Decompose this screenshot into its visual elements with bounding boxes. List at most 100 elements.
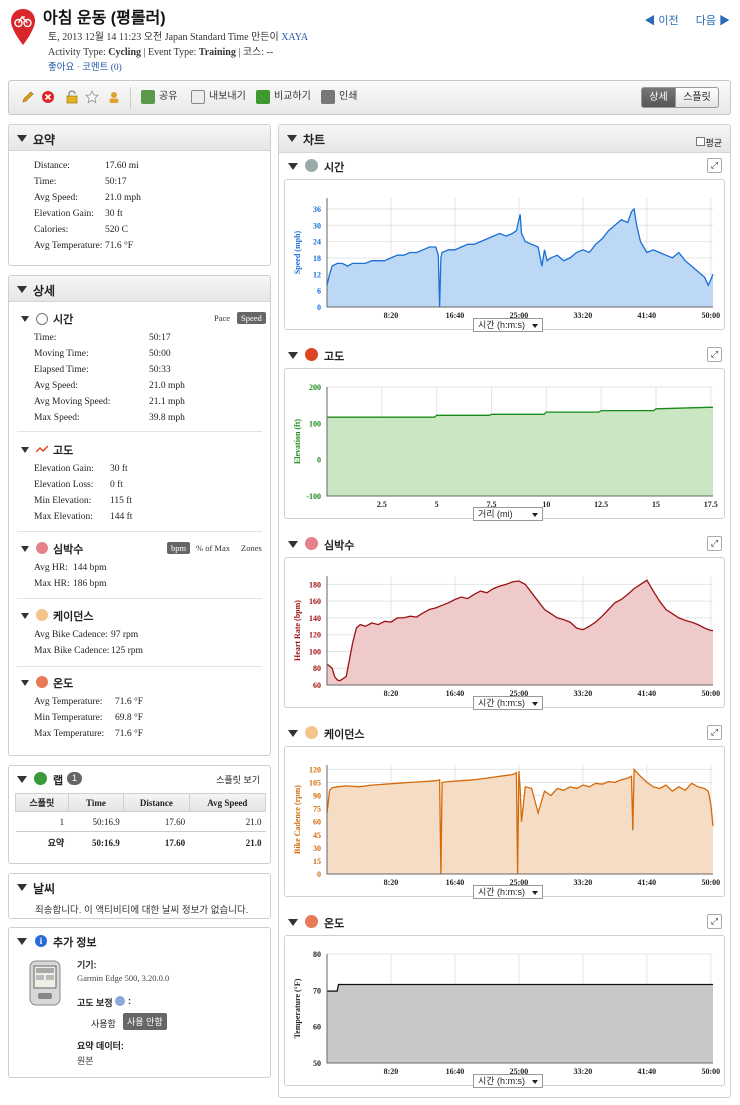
temp-section-title: 온도	[53, 678, 74, 690]
series-area	[327, 580, 713, 685]
y-tick-label: -100	[306, 492, 321, 501]
print-button[interactable]: 인쇄	[321, 90, 357, 106]
stat-label: Distance:	[34, 161, 70, 171]
x-tick-label: 2.5	[377, 500, 387, 509]
laps-summary-cell: 50:16.9	[92, 837, 120, 848]
chart-header: 고도 ⤢	[279, 344, 729, 368]
laps-cell: 1	[15, 811, 69, 832]
activity-pin-icon	[11, 9, 35, 45]
x-axis-select[interactable]: 시간 (h:m:s)	[473, 885, 543, 899]
average-checkbox[interactable]	[696, 137, 705, 146]
x-tick-label: 25:00	[510, 311, 529, 320]
x-axis-select[interactable]: 거리 (mi)	[473, 507, 543, 521]
collapse-triangle-icon[interactable]	[17, 776, 27, 783]
x-axis-select[interactable]: 시간 (h:m:s)	[473, 1074, 543, 1088]
x-tick-label: 33:20	[574, 689, 593, 698]
series-area	[327, 208, 713, 307]
x-tick-label: 16:40	[446, 311, 465, 320]
delete-icon[interactable]	[41, 90, 55, 104]
collapse-triangle-icon[interactable]	[17, 286, 27, 293]
chart-header: 케이던스 ⤢	[279, 722, 729, 746]
stat-label: Elevation Gain:	[34, 464, 94, 474]
laps-col-header[interactable]: Distance	[123, 793, 190, 812]
favorite-star-icon[interactable]	[84, 89, 100, 104]
table-row[interactable]: 1 50:16.9 17.60 21.0	[15, 811, 266, 832]
detail-header[interactable]: 상세	[9, 276, 270, 302]
y-axis-label: Temperature (°F)	[293, 978, 302, 1038]
profile-icon[interactable]	[107, 90, 121, 104]
summary-header[interactable]: 요약	[9, 125, 270, 151]
chart-svg: 0 6 12 18 24 30 36 8:20 16:40 25:00 33:20 41:40 50:0…	[293, 198, 720, 320]
collapse-triangle-icon[interactable]	[288, 163, 298, 170]
split-view-link[interactable]: 스플릿 보기	[216, 775, 260, 785]
pace-toggle[interactable]: Pace	[214, 313, 231, 323]
collapse-triangle-icon[interactable]	[21, 316, 29, 322]
owner-link[interactable]: XAYA	[281, 32, 309, 43]
x-tick-label: 25:00	[510, 1067, 529, 1076]
collapse-triangle-icon[interactable]	[288, 919, 298, 926]
help-icon[interactable]	[115, 996, 125, 1006]
laps-col-header[interactable]: 스플릿	[15, 793, 69, 812]
laps-col-header[interactable]: Avg Speed	[188, 793, 267, 812]
view-split-button[interactable]: 스플릿	[676, 87, 719, 108]
series-line	[327, 406, 713, 418]
chart-block-heart_rate: 심박수 ⤢ 60 80 100 120 140 160 180 8:20 16:40 25:00 33:…	[279, 533, 730, 716]
collapse-triangle-icon[interactable]	[21, 447, 29, 453]
chart-block-temperature: 온도 ⤢ 50 60 70 80 8:20 16:40 25:00 33:20 41:40 50:00…	[279, 911, 730, 1094]
next-activity-link[interactable]: 다음 ▶	[695, 15, 730, 27]
zones-toggle[interactable]: Zones	[241, 543, 262, 553]
collapse-triangle-icon[interactable]	[21, 680, 29, 686]
stat-value: 144 bpm	[73, 563, 107, 573]
collapse-triangle-icon[interactable]	[288, 352, 298, 359]
expand-chart-icon[interactable]: ⤢	[707, 725, 722, 740]
expand-chart-icon[interactable]: ⤢	[707, 158, 722, 173]
series-area	[327, 769, 713, 874]
collapse-triangle-icon[interactable]	[17, 938, 27, 945]
axis	[326, 954, 713, 1064]
prev-activity-link[interactable]: ◀ 이전	[644, 15, 679, 27]
expand-chart-icon[interactable]: ⤢	[707, 536, 722, 551]
y-tick-label: 80	[313, 664, 321, 673]
collapse-triangle-icon[interactable]	[17, 884, 27, 891]
privacy-lock-icon[interactable]	[65, 90, 79, 104]
series-area	[327, 407, 713, 496]
compare-button[interactable]: 비교하기	[256, 90, 311, 106]
weather-message: 죄송합니다. 이 액티비티에 대한 날씨 정보가 없습니다.	[35, 905, 249, 916]
elev-correction-off[interactable]: 사용 안함	[123, 1013, 167, 1030]
laps-summary-cell: 21.0	[245, 837, 262, 848]
y-tick-label: 200	[309, 383, 321, 392]
bpm-toggle[interactable]: bpm	[167, 542, 191, 554]
collapse-triangle-icon[interactable]	[21, 613, 29, 619]
percent-max-toggle[interactable]: % of Max	[196, 543, 230, 553]
y-tick-label: 24	[313, 238, 321, 247]
x-axis-select[interactable]: 시간 (h:m:s)	[473, 696, 543, 710]
activity-type[interactable]: Cycling	[108, 47, 142, 58]
collapse-triangle-icon[interactable]	[21, 546, 29, 552]
y-tick-label: 100	[309, 419, 321, 428]
comment-link[interactable]: 코멘트 (0)	[82, 63, 122, 73]
share-button[interactable]: 공유	[141, 90, 177, 106]
laps-col-header[interactable]: Time	[67, 793, 125, 812]
collapse-triangle-icon[interactable]	[288, 730, 298, 737]
expand-chart-icon[interactable]: ⤢	[707, 347, 722, 362]
view-detail-button[interactable]: 상세	[641, 87, 676, 108]
y-tick-label: 60	[313, 681, 321, 690]
edit-icon[interactable]	[21, 90, 35, 104]
x-tick-label: 16:40	[446, 689, 465, 698]
print-label: 인쇄	[339, 91, 358, 102]
expand-chart-icon[interactable]: ⤢	[707, 914, 722, 929]
export-button[interactable]: 내보내기	[191, 90, 246, 106]
speed-toggle[interactable]: Speed	[237, 312, 266, 324]
device-label: 기기:	[77, 960, 97, 970]
collapse-triangle-icon[interactable]	[17, 135, 27, 142]
x-tick-label: 17.5	[704, 500, 718, 509]
event-type[interactable]: Training	[198, 47, 236, 58]
activity-title[interactable]: 아침 운동 (평롤러)	[43, 10, 166, 27]
collapse-triangle-icon[interactable]	[287, 135, 297, 142]
stat-value: 125 rpm	[111, 646, 143, 656]
x-axis-select[interactable]: 시간 (h:m:s)	[473, 318, 543, 332]
collapse-triangle-icon[interactable]	[288, 541, 298, 548]
elev-correction-on[interactable]: 사용함	[91, 1019, 116, 1029]
like-link[interactable]: 좋아요	[48, 63, 75, 73]
y-tick-label: 60	[313, 818, 321, 827]
